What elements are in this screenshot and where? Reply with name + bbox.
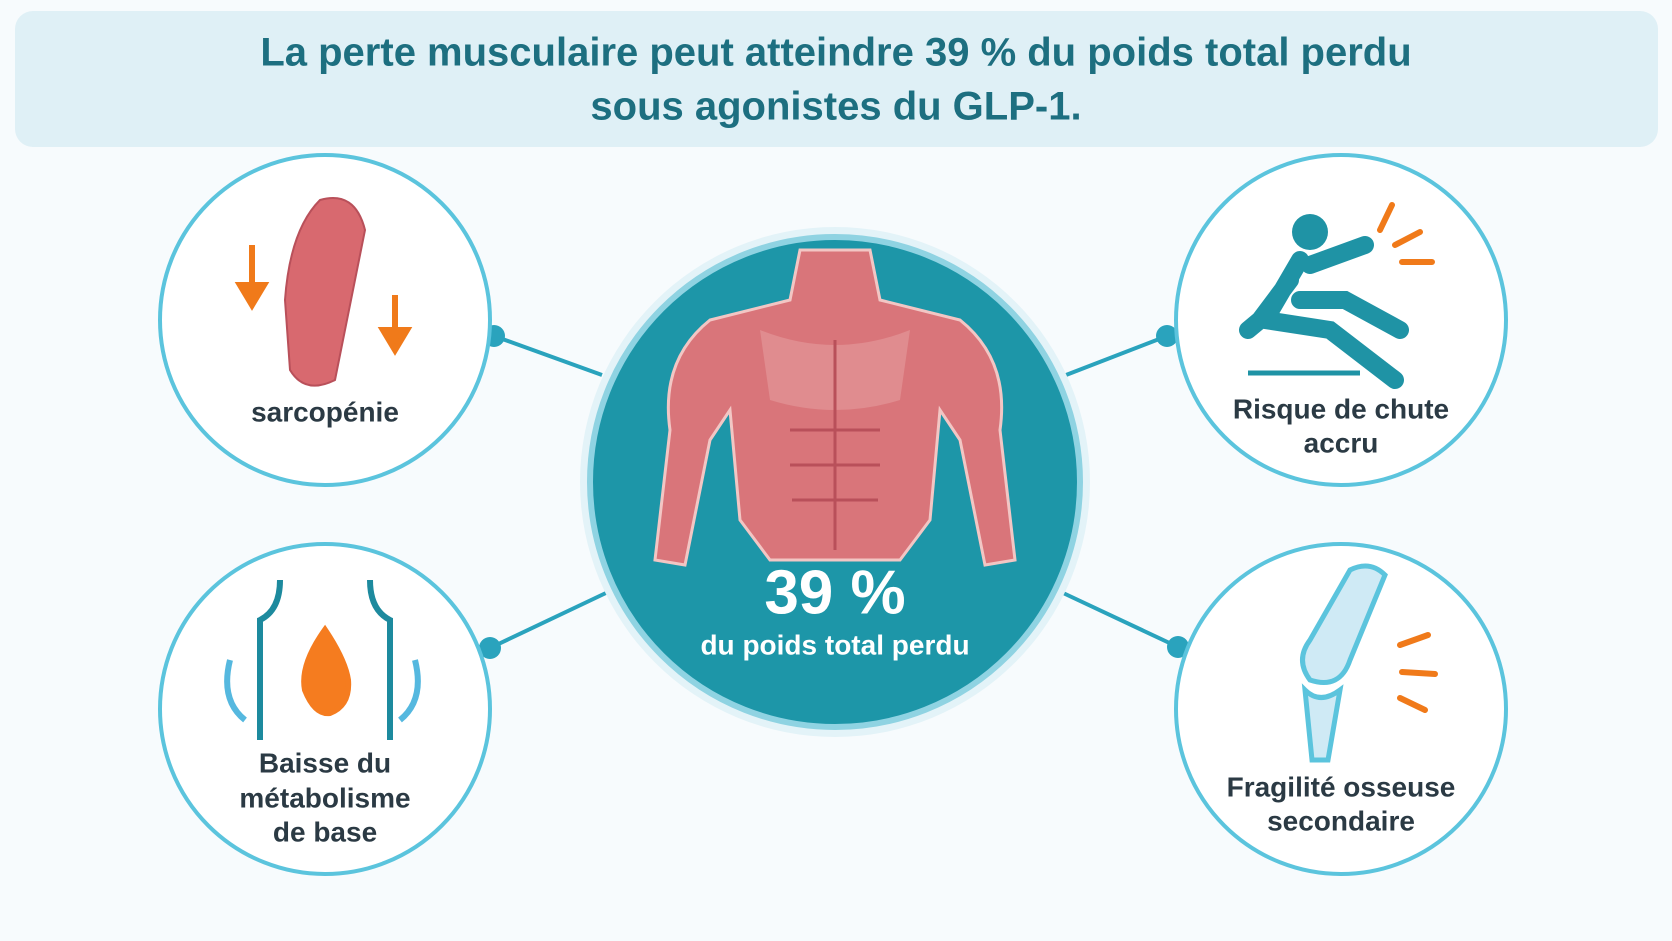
node-label: sarcopénie (251, 396, 399, 427)
connector (493, 334, 603, 377)
node-label: de base (273, 816, 377, 847)
connector (1065, 334, 1168, 377)
connectors (489, 334, 1179, 650)
torso-illustration (653, 248, 1017, 567)
dot (1167, 636, 1189, 658)
node-label: Baisse du (259, 747, 391, 778)
node-label: métabolisme (239, 782, 410, 813)
node-circle (1174, 153, 1508, 487)
node-label: accru (1304, 427, 1379, 458)
node-circle (1174, 542, 1508, 876)
title-line: sous agonistes du GLP-1. (590, 85, 1081, 129)
node-label: Fragilité osseuse (1227, 771, 1456, 802)
muscle-icon (234, 197, 413, 387)
dot (1156, 325, 1178, 347)
bone-icon (1300, 563, 1438, 763)
connector (1060, 590, 1179, 649)
title-line: La perte musculaire peut atteindre 39 % … (260, 31, 1411, 75)
node-label: Risque de chute (1233, 393, 1449, 424)
fall-icon (1239, 202, 1435, 389)
node-label: secondaire (1267, 805, 1415, 836)
title-box (15, 11, 1658, 147)
connector (489, 590, 609, 650)
center-figure: 39 % (764, 558, 905, 627)
dot (479, 637, 501, 659)
metabolism-icon (224, 579, 421, 740)
center-caption: du poids total perdu (700, 629, 969, 660)
